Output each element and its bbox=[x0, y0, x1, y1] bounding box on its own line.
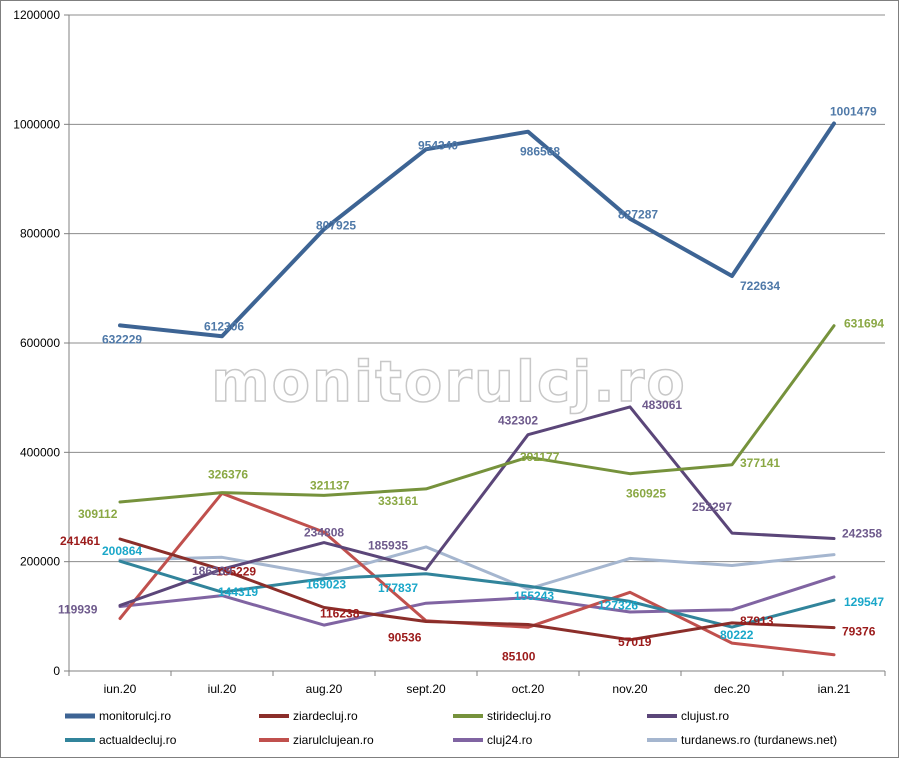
data-label: 827287 bbox=[618, 208, 658, 222]
y-tick-label: 600000 bbox=[20, 336, 60, 350]
y-tick-label: 1000000 bbox=[13, 117, 60, 131]
data-labels: 632229 612306 807925 954340 986568 827287 7226… bbox=[58, 105, 884, 664]
legend-label: monitorulcj.ro bbox=[99, 709, 171, 723]
data-label: 612306 bbox=[204, 319, 244, 333]
axes: 0 200000 400000 600000 800000 1000000 1200000 i… bbox=[13, 8, 886, 696]
data-label: 483061 bbox=[642, 398, 682, 412]
legend-label: ziardecluj.ro bbox=[293, 709, 358, 723]
x-tick-label: dec.20 bbox=[714, 682, 750, 696]
data-label: 432302 bbox=[498, 414, 538, 428]
data-label: 722634 bbox=[740, 279, 780, 293]
data-label: 326376 bbox=[208, 468, 248, 482]
legend-label: actualdecluj.ro bbox=[99, 733, 177, 747]
y-tick-label: 200000 bbox=[20, 555, 60, 569]
x-tick-label: sept.20 bbox=[406, 682, 446, 696]
data-label: 242358 bbox=[842, 527, 882, 541]
legend-label: ziarulclujean.ro bbox=[293, 733, 374, 747]
gridlines bbox=[69, 14, 885, 563]
series-line-6 bbox=[118, 575, 836, 627]
data-label: 80222 bbox=[720, 628, 754, 642]
data-label: 200864 bbox=[102, 544, 142, 558]
series-line-3 bbox=[118, 405, 836, 607]
y-tick-label: 1200000 bbox=[13, 8, 60, 22]
data-label: 116238 bbox=[320, 606, 360, 620]
data-label: 87913 bbox=[740, 614, 774, 628]
data-label: 631694 bbox=[844, 317, 884, 331]
series-line-4 bbox=[118, 559, 836, 629]
data-label: 90536 bbox=[388, 631, 422, 645]
data-label: 309112 bbox=[78, 507, 118, 521]
x-tick-label: iun.20 bbox=[104, 682, 137, 696]
data-label: 234808 bbox=[304, 526, 344, 540]
data-label: 186239 bbox=[192, 564, 232, 578]
x-tick-label: ian.21 bbox=[818, 682, 851, 696]
data-label: 1001479 bbox=[830, 105, 877, 119]
data-label: 144319 bbox=[218, 585, 258, 599]
data-label: 252297 bbox=[692, 500, 732, 514]
y-tick-label: 0 bbox=[53, 664, 60, 678]
watermark-text: monitorulcj.ro bbox=[211, 350, 687, 415]
data-label: 241461 bbox=[60, 534, 100, 548]
series-line-2 bbox=[118, 324, 836, 504]
data-label: 954340 bbox=[418, 138, 458, 152]
series-lines bbox=[118, 121, 836, 657]
data-label: 321137 bbox=[310, 478, 350, 492]
series-line-1 bbox=[118, 537, 836, 642]
data-label: 79376 bbox=[842, 625, 876, 639]
data-label: 632229 bbox=[102, 332, 142, 346]
data-label: 185935 bbox=[368, 538, 408, 552]
legend-label: cluj24.ro bbox=[487, 733, 533, 747]
data-label: 169023 bbox=[306, 578, 346, 592]
legend-label: stiridecluj.ro bbox=[487, 709, 551, 723]
data-label: 185229 bbox=[216, 565, 256, 579]
legend-label: clujust.ro bbox=[681, 709, 729, 723]
data-label: 177837 bbox=[378, 581, 418, 595]
legend-label: turdanews.ro (turdanews.net) bbox=[681, 733, 837, 747]
data-label: 57019 bbox=[618, 635, 652, 649]
x-tick-label: aug.20 bbox=[306, 682, 343, 696]
series-line-0 bbox=[118, 121, 836, 339]
y-tick-label: 400000 bbox=[20, 445, 60, 459]
data-label: 119939 bbox=[58, 602, 98, 616]
legend: monitorulcj.ro ziardecluj.ro stiridecluj.r… bbox=[65, 709, 837, 747]
data-label: 986568 bbox=[520, 145, 560, 159]
y-tick-label: 800000 bbox=[20, 227, 60, 241]
data-label: 127326 bbox=[598, 598, 638, 612]
data-label: 807925 bbox=[316, 218, 356, 232]
data-label: 377141 bbox=[740, 456, 780, 470]
series-line-7 bbox=[118, 545, 836, 591]
data-label: 391177 bbox=[520, 450, 560, 464]
data-label: 360925 bbox=[626, 487, 666, 501]
x-tick-label: oct.20 bbox=[512, 682, 545, 696]
data-label: 155243 bbox=[514, 589, 554, 603]
data-label: 333161 bbox=[378, 494, 418, 508]
x-tick-label: iul.20 bbox=[208, 682, 237, 696]
data-label: 129547 bbox=[844, 595, 884, 609]
data-label: 85100 bbox=[502, 649, 536, 663]
x-tick-label: nov.20 bbox=[612, 682, 647, 696]
